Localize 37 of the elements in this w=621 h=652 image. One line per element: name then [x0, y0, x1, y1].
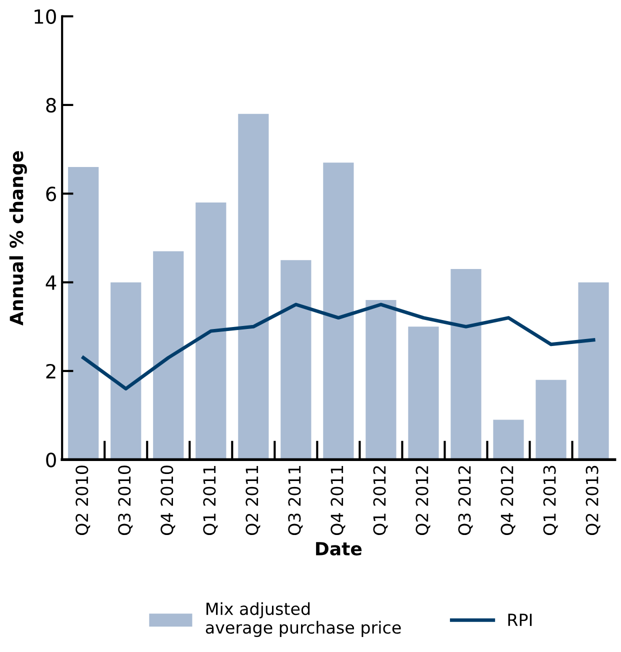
bar [493, 420, 524, 460]
bar [280, 260, 312, 460]
x-tick-label: Q3 2011 [288, 466, 303, 536]
bar [196, 202, 226, 460]
x-tick-label: Q2 2011 [246, 466, 260, 536]
y-tick-label: 0 [46, 452, 56, 468]
x-axis-title: Date [316, 542, 362, 556]
x-tick-label: Q1 2011 [203, 466, 218, 536]
x-tick-label: Q4 2010 [160, 466, 176, 536]
x-tick-label: Q1 2012 [373, 466, 388, 536]
x-tick-label: Q2 2010 [76, 466, 90, 536]
y-tick-label: 6 [46, 186, 56, 202]
y-tick-label: 8 [46, 98, 56, 113]
bar [68, 167, 99, 460]
x-tick-label: Q2 2012 [416, 466, 430, 536]
x-tick-label: Q4 2012 [500, 466, 516, 536]
bar [536, 380, 566, 460]
y-tick-label: 4 [46, 276, 56, 290]
y-axis-title: Annual % change [9, 151, 27, 326]
bar [110, 282, 142, 460]
y-tick-label: 2 [46, 364, 56, 378]
x-tick-label: Q1 2013 [543, 466, 558, 536]
x-tick-label: Q3 2010 [118, 466, 133, 536]
x-tick-label: Q3 2012 [458, 466, 473, 536]
x-tick-label: Q2 2013 [586, 466, 600, 536]
bar [408, 326, 439, 460]
legend-label: Mix adjusted average purchase price [206, 602, 401, 637]
x-tick-label: Q4 2011 [330, 466, 346, 536]
y-tick-label: 10 [34, 9, 56, 24]
bar [323, 162, 354, 460]
bar [366, 300, 396, 460]
bar [238, 114, 269, 460]
bar [153, 251, 184, 460]
bar [578, 282, 609, 460]
line-series [82, 302, 596, 390]
legend-label: RPI [508, 614, 532, 626]
bar [450, 269, 482, 460]
